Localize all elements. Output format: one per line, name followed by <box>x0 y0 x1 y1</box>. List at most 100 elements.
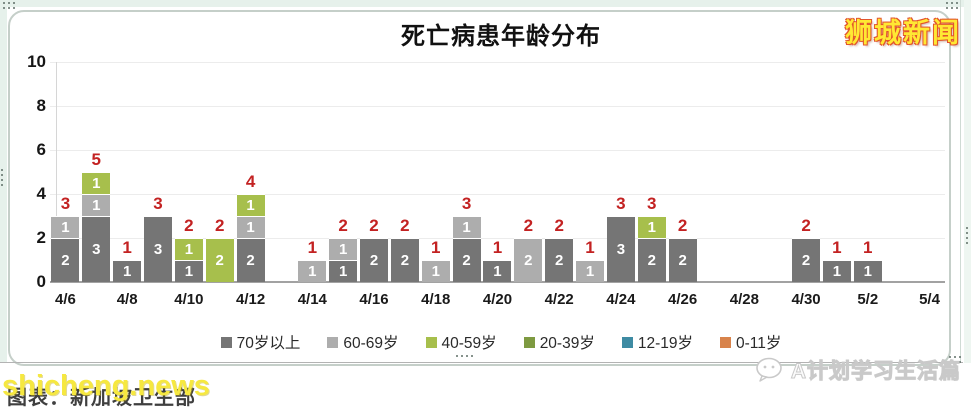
bar-slot-4/12: 2 1 1 4 <box>235 62 266 282</box>
legend-item-g70: 70岁以上 <box>220 331 301 353</box>
bar-segment-g60: 1 <box>329 238 358 260</box>
stacked-bar: 2 1 1 <box>236 194 265 282</box>
legend-swatch-icon <box>720 336 731 348</box>
drag-handle-bottom-center-icon[interactable] <box>456 355 473 357</box>
bar-segment-g70: 2 <box>360 238 389 282</box>
segment-value-label: 1 <box>863 263 872 280</box>
x-tick-label: 5/4 <box>919 291 940 308</box>
bar-segment-g60: 1 <box>421 260 450 282</box>
bar-segment-g70: 2 <box>792 238 821 282</box>
bar-segment-g60: 1 <box>82 194 111 216</box>
drag-handle-left-icon[interactable] <box>1 169 3 186</box>
x-tick-label: 4/26 <box>668 291 698 308</box>
bar-slot-4/7: 3 1 1 5 <box>81 62 112 282</box>
segment-value-label: 2 <box>647 252 656 269</box>
segment-value-label: 1 <box>338 241 348 258</box>
stacked-bar: 2 <box>205 238 234 282</box>
gridline <box>50 150 945 151</box>
bar-segment-g60: 1 <box>452 216 481 238</box>
x-tick-label <box>760 291 791 308</box>
stacked-bar: 1 <box>298 260 327 282</box>
bar-segment-g70: 3 <box>606 216 635 282</box>
x-tick-label <box>451 291 482 308</box>
segment-value-label: 2 <box>555 252 564 269</box>
segment-value-label: 1 <box>184 241 194 258</box>
bar-segment-g60: 1 <box>51 216 80 238</box>
bar-total-label: 1 <box>431 238 441 257</box>
drag-handle-top-left-icon[interactable] <box>3 2 15 9</box>
bar-segment-g40: 2 <box>205 238 234 282</box>
bar-total-label: 2 <box>523 216 534 235</box>
bar-total-label: 3 <box>616 194 626 213</box>
segment-value-label: 1 <box>338 263 348 280</box>
chart-title: 死亡病患年龄分布 <box>401 23 601 50</box>
legend-item-g20: 20-39岁 <box>523 331 595 353</box>
drag-handle-bottom-right-icon[interactable] <box>949 356 961 363</box>
bar-total-label: 1 <box>492 238 503 257</box>
stacked-bar: 1 <box>822 260 851 282</box>
legend-label: 20-39岁 <box>539 335 595 352</box>
x-tick-label: 4/24 <box>606 291 636 308</box>
bar-total-label: 1 <box>832 238 842 257</box>
stacked-bar: 3 1 1 <box>82 172 111 282</box>
segment-value-label: 2 <box>215 252 224 269</box>
x-tick-label: 4/6 <box>55 291 76 308</box>
bar-segment-g60: 1 <box>576 260 605 282</box>
legend-label: 40-59岁 <box>441 335 497 352</box>
segment-value-label: 2 <box>400 252 410 269</box>
x-tick-label <box>698 291 729 308</box>
legend-item-g12: 12-19岁 <box>621 331 693 353</box>
bar-total-label: 2 <box>214 216 225 235</box>
bar-slot-4/27 <box>698 62 729 282</box>
drag-handle-top-right-icon[interactable] <box>946 2 958 9</box>
segment-value-label: 1 <box>462 219 471 236</box>
legend-label: 60-69岁 <box>343 335 399 352</box>
segment-value-label: 1 <box>585 263 595 280</box>
account-watermark: A计划学习生活篇 <box>755 355 961 385</box>
bar-total-label: 1 <box>122 238 132 257</box>
bar-segment-g70: 2 <box>545 238 574 282</box>
bar-segment-g70: 2 <box>452 238 481 282</box>
bar-total-label: 3 <box>461 194 472 213</box>
app-edge-left <box>0 0 7 363</box>
bar-segment-g70: 3 <box>144 216 172 282</box>
y-tick-label: 0 <box>36 272 46 291</box>
bar-total-label: 2 <box>554 216 564 235</box>
bar-segment-g60: 1 <box>298 260 327 282</box>
x-tick-label: 4/20 <box>482 291 513 308</box>
segment-value-label: 1 <box>246 219 255 236</box>
legend-label: 70岁以上 <box>236 335 301 352</box>
app-edge-top <box>0 0 971 7</box>
stacked-bar: 3 <box>606 216 635 282</box>
legend-swatch-icon <box>425 336 437 348</box>
x-tick-label <box>204 291 235 308</box>
x-tick-label <box>821 291 852 308</box>
frame-bottom-line <box>0 362 963 363</box>
x-tick-label: 4/12 <box>235 291 266 308</box>
stacked-bar: 3 <box>144 216 172 282</box>
segment-value-label: 1 <box>92 197 101 214</box>
x-tick-label <box>575 291 606 308</box>
bar-segment-g60: 1 <box>236 216 265 238</box>
drag-handle-right-icon[interactable] <box>966 227 968 244</box>
segment-value-label: 1 <box>308 263 317 280</box>
bar-total-label: 1 <box>307 238 318 257</box>
bar-slot-5/3 <box>883 62 914 282</box>
segment-value-label: 2 <box>246 252 255 269</box>
bar-segment-g70: 2 <box>51 238 80 282</box>
stacked-bar: 1 <box>576 260 605 282</box>
y-tick-label: 6 <box>36 140 46 159</box>
